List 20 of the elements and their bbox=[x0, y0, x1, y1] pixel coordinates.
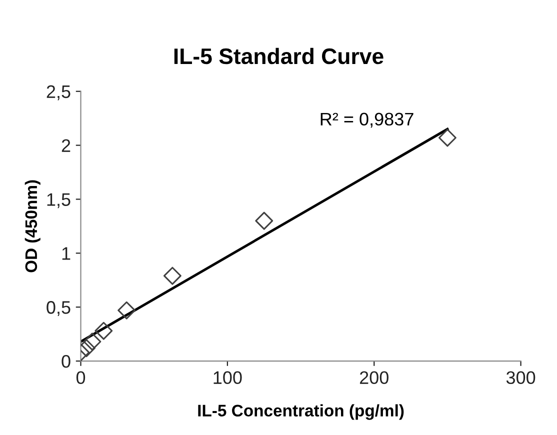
y-axis-title: OD (450nm) bbox=[24, 180, 40, 272]
point bbox=[438, 128, 456, 147]
x-tick-label: 0 bbox=[76, 371, 86, 384]
y-tick-label: 1 bbox=[62, 247, 70, 260]
point bbox=[94, 322, 113, 340]
point bbox=[118, 301, 136, 320]
x-tick-label: 300 bbox=[506, 371, 536, 384]
x-tick-label: 200 bbox=[360, 371, 388, 384]
point bbox=[163, 266, 182, 285]
y-tick-label: 2 bbox=[62, 139, 70, 152]
x-axis-title: IL-5 Concentration (pg/ml) bbox=[198, 404, 404, 420]
annotation: R² = 0,9837 bbox=[320, 112, 414, 128]
y-tick-label: 1,5 bbox=[47, 193, 70, 208]
y-tick-label: 0 bbox=[62, 354, 70, 368]
y-tick-label: 0,5 bbox=[46, 301, 70, 316]
chart-title: IL-5 Standard Curve bbox=[174, 48, 384, 64]
y-tick-label: 2,5 bbox=[46, 85, 70, 100]
x-tick-label: 100 bbox=[214, 371, 242, 384]
point bbox=[255, 212, 274, 230]
point bbox=[83, 332, 102, 351]
